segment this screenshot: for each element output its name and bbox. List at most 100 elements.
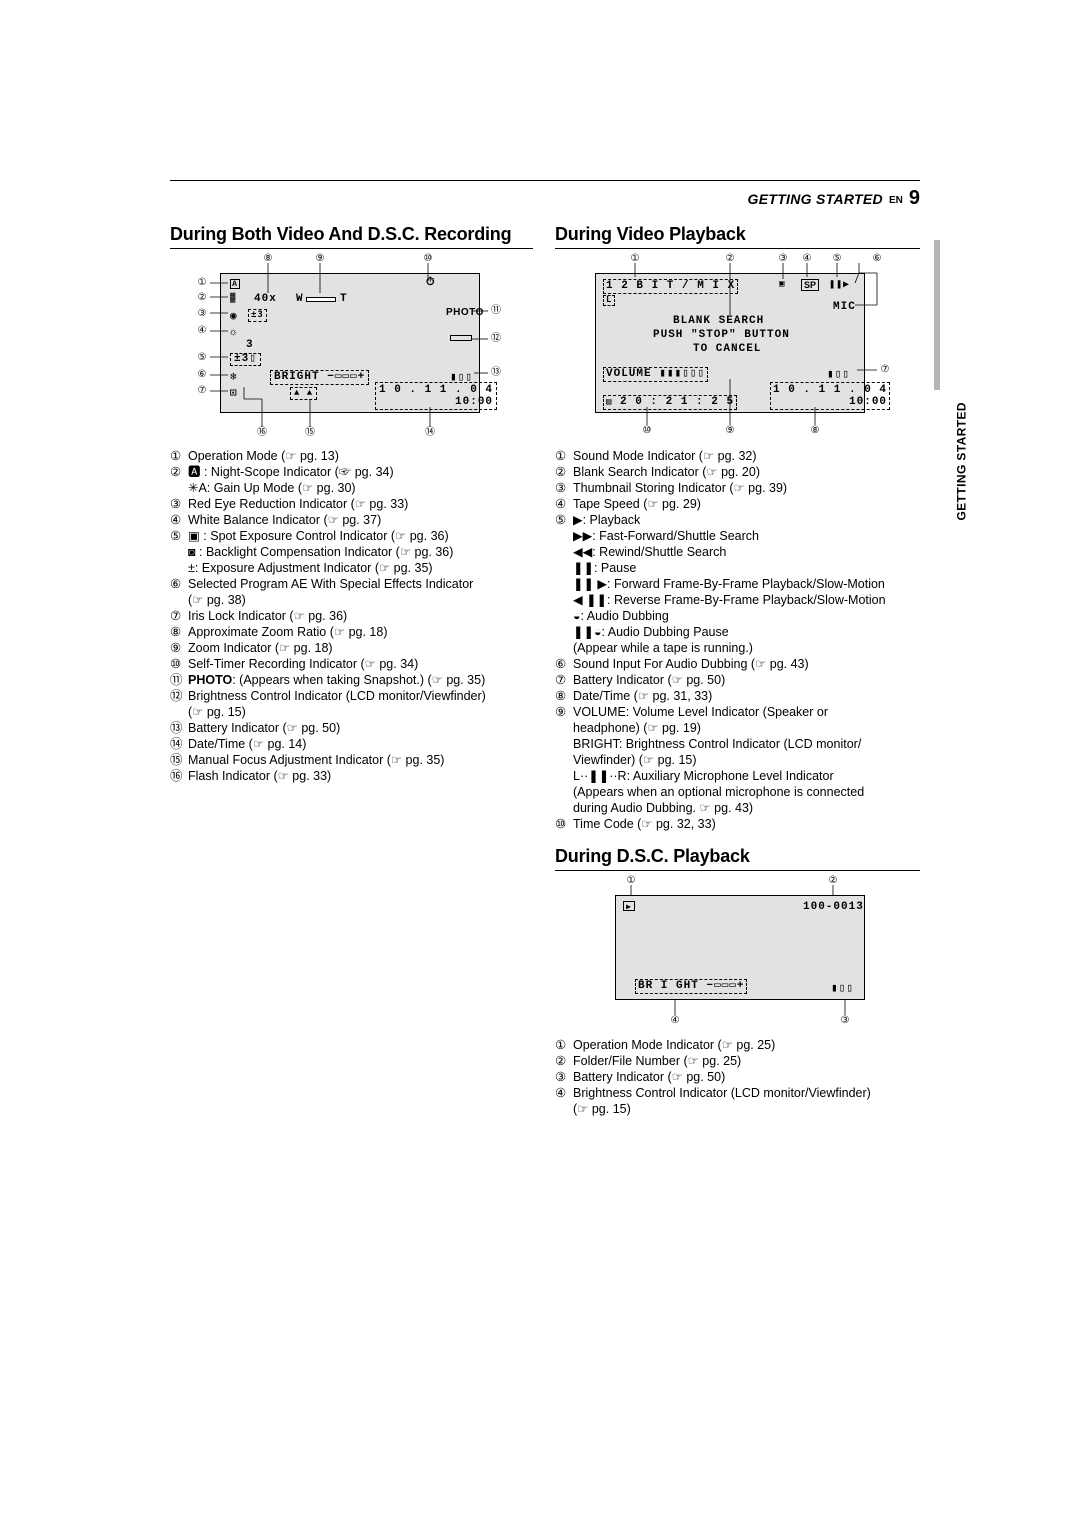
cn14: ⑭ — [424, 427, 436, 439]
lt: ❚❚◒: Audio Dubbing Pause — [573, 624, 920, 640]
lt: Brightness Control Indicator (LCD monito… — [188, 688, 533, 704]
left-column: During Both Video And D.S.C. Recording A… — [170, 224, 533, 1117]
leader-lines — [170, 257, 535, 442]
pn5: ⑤ — [831, 253, 843, 265]
ln: ③ — [555, 1069, 573, 1085]
ln — [555, 608, 573, 624]
lt: Battery Indicator (☞ pg. 50) — [188, 720, 533, 736]
ln: ⑤ — [555, 512, 573, 528]
header-lang: EN — [889, 195, 903, 206]
ln — [170, 704, 188, 720]
ln — [170, 544, 188, 560]
cn5: ⑤ — [196, 352, 208, 364]
lt: ❚❚: Pause — [573, 560, 920, 576]
ln — [555, 720, 573, 736]
cn11: ⑪ — [490, 305, 502, 317]
lt: ±: Exposure Adjustment Indicator (☞ pg. … — [188, 560, 533, 576]
ln: ⑥ — [170, 576, 188, 592]
cn12: ⑫ — [490, 333, 502, 345]
lt: VOLUME: Volume Level Indicator (Speaker … — [573, 704, 920, 720]
ln: ① — [555, 1037, 573, 1053]
lt: Operation Mode Indicator (☞ pg. 25) — [573, 1037, 920, 1053]
ln — [555, 544, 573, 560]
cn1: ① — [196, 277, 208, 289]
cn7: ⑦ — [196, 385, 208, 397]
ln: ⑥ — [555, 656, 573, 672]
recording-list: ①Operation Mode (☞ pg. 13) ②🅰 : Night-Sc… — [170, 448, 533, 784]
lt: Manual Focus Adjustment Indicator (☞ pg.… — [188, 752, 533, 768]
bright3-label: BR I GHT — [638, 980, 699, 992]
lt: (☞ pg. 15) — [188, 704, 533, 720]
ln: ① — [170, 448, 188, 464]
ln — [555, 736, 573, 752]
ln: ⑩ — [555, 816, 573, 832]
section-rule-playback — [555, 248, 920, 249]
ln — [170, 480, 188, 496]
lt: Viewfinder) (☞ pg. 15) — [573, 752, 920, 768]
ln — [555, 640, 573, 656]
lt: Iris Lock Indicator (☞ pg. 36) — [188, 608, 533, 624]
lt: Brightness Control Indicator (LCD monito… — [573, 1085, 920, 1101]
lt: Date/Time (☞ pg. 14) — [188, 736, 533, 752]
ln: ① — [555, 448, 573, 464]
header-rule — [170, 180, 920, 181]
ln: ④ — [170, 512, 188, 528]
dn2: ② — [827, 875, 839, 887]
leader-lines2 — [555, 257, 920, 442]
section-title-dsc: During D.S.C. Playback — [555, 846, 920, 867]
lt: (Appears when an optional microphone is … — [573, 784, 920, 800]
ln: ② — [170, 464, 188, 480]
cn15: ⑮ — [304, 427, 316, 439]
lt: White Balance Indicator (☞ pg. 37) — [188, 512, 533, 528]
lt: Self-Timer Recording Indicator (☞ pg. 34… — [188, 656, 533, 672]
page-content: GETTING STARTED EN 9 GETTING STARTED Dur… — [170, 180, 920, 1117]
lt: ◒: Audio Dubbing — [573, 608, 920, 624]
ln — [555, 560, 573, 576]
ln — [555, 528, 573, 544]
lt: Selected Program AE With Special Effects… — [188, 576, 533, 592]
lt: Blank Search Indicator (☞ pg. 20) — [573, 464, 920, 480]
mode-icon3: ▶ — [623, 901, 635, 911]
dn1: ① — [625, 875, 637, 887]
lt: (☞ pg. 38) — [188, 592, 533, 608]
battery3: ▮▯▯ — [831, 981, 854, 995]
cn8: ⑧ — [262, 253, 274, 265]
lt: (Appear while a tape is running.) — [573, 640, 920, 656]
lt: L··❚❚··R: Auxiliary Microphone Level Ind… — [573, 768, 920, 784]
lt: Date/Time (☞ pg. 31, 33) — [573, 688, 920, 704]
ln: ⑯ — [170, 768, 188, 784]
lt: Thumbnail Storing Indicator (☞ pg. 39) — [573, 480, 920, 496]
ln — [555, 592, 573, 608]
ln: ④ — [555, 496, 573, 512]
ln — [170, 592, 188, 608]
lt: ▶▶: Fast-Forward/Shuttle Search — [573, 528, 920, 544]
lt: ◀ ❚❚: Reverse Frame-By-Frame Playback/Sl… — [573, 592, 920, 608]
lt: (☞ pg. 15) — [573, 1101, 920, 1117]
ln — [555, 576, 573, 592]
pn3: ③ — [777, 253, 789, 265]
bright3: BR I GHT −▭▭▭+ — [635, 979, 747, 994]
cn13: ⑬ — [490, 367, 502, 379]
lt: Red Eye Reduction Indicator (☞ pg. 33) — [188, 496, 533, 512]
page-header: GETTING STARTED EN 9 — [170, 187, 920, 210]
lt: during Audio Dubbing. ☞ pg. 43) — [573, 800, 920, 816]
header-page-number: 9 — [909, 187, 920, 210]
lt: PHOTO: (Appears when taking Snapshot.) (… — [188, 672, 533, 688]
cn3: ③ — [196, 308, 208, 320]
ln: ④ — [555, 1085, 573, 1101]
ln — [555, 1101, 573, 1117]
lt: Flash Indicator (☞ pg. 33) — [188, 768, 533, 784]
lt: Zoom Indicator (☞ pg. 18) — [188, 640, 533, 656]
ln: ⑧ — [170, 624, 188, 640]
pn1: ① — [629, 253, 641, 265]
dsc-list: ①Operation Mode Indicator (☞ pg. 25) ②Fo… — [555, 1037, 920, 1117]
pn9: ⑨ — [724, 425, 736, 437]
ln: ⑪ — [170, 672, 188, 688]
pn6: ⑥ — [871, 253, 883, 265]
ln: ⑬ — [170, 720, 188, 736]
lt: ▶: Playback — [573, 512, 920, 528]
ln: ⑮ — [170, 752, 188, 768]
ln — [555, 800, 573, 816]
cn2: ② — [196, 292, 208, 304]
lt: Sound Input For Audio Dubbing (☞ pg. 43) — [573, 656, 920, 672]
